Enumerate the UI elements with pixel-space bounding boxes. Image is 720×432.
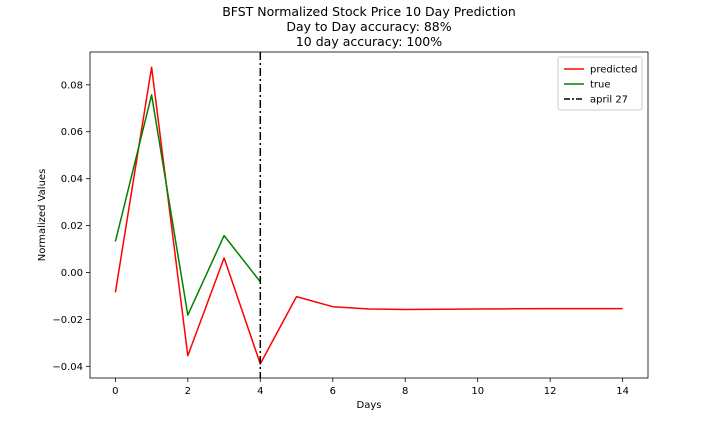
x-tick-label: 2	[185, 386, 191, 397]
x-tick-label: 10	[471, 386, 484, 397]
y-tick-label: 0.06	[61, 127, 83, 138]
y-tick-label: 0.02	[61, 221, 83, 232]
plot-frame	[89, 51, 649, 379]
x-axis-label: Days	[357, 400, 382, 411]
legend-box	[557, 56, 643, 111]
title-line-3: 10 day accuracy: 100%	[296, 34, 442, 49]
x-tick-label: 8	[402, 386, 408, 397]
y-axis-label: Normalized Values	[37, 169, 48, 262]
y-tick-label: 0.08	[61, 80, 83, 91]
legend-label: predicted	[590, 65, 637, 76]
series-line-true	[114, 94, 261, 316]
title-line-1: BFST Normalized Stock Price 10 Day Predi…	[222, 4, 516, 19]
legend-label: april 27	[590, 95, 628, 106]
x-tick-label: 6	[330, 386, 336, 397]
x-axis: 0 2 4 6 8 10 12 14	[112, 378, 629, 397]
legend-label: true	[590, 80, 611, 91]
x-tick-label: 12	[544, 386, 557, 397]
series-line-predicted	[114, 66, 623, 365]
y-tick-label: 0.00	[61, 268, 83, 279]
chart-title: BFST Normalized Stock Price 10 Day Predi…	[222, 4, 516, 49]
legend: predicted true april 27	[557, 56, 643, 111]
y-axis: −0.04 −0.02 0.00 0.02 0.04 0.06 0.08	[52, 80, 90, 373]
y-tick-label: −0.02	[52, 315, 83, 326]
plot-area	[89, 51, 649, 379]
x-tick-label: 0	[112, 386, 118, 397]
x-tick-label: 14	[616, 386, 629, 397]
title-line-2: Day to Day accuracy: 88%	[286, 19, 451, 34]
y-tick-label: 0.04	[61, 174, 83, 185]
x-tick-label: 4	[257, 386, 263, 397]
y-tick-label: −0.04	[52, 362, 83, 373]
